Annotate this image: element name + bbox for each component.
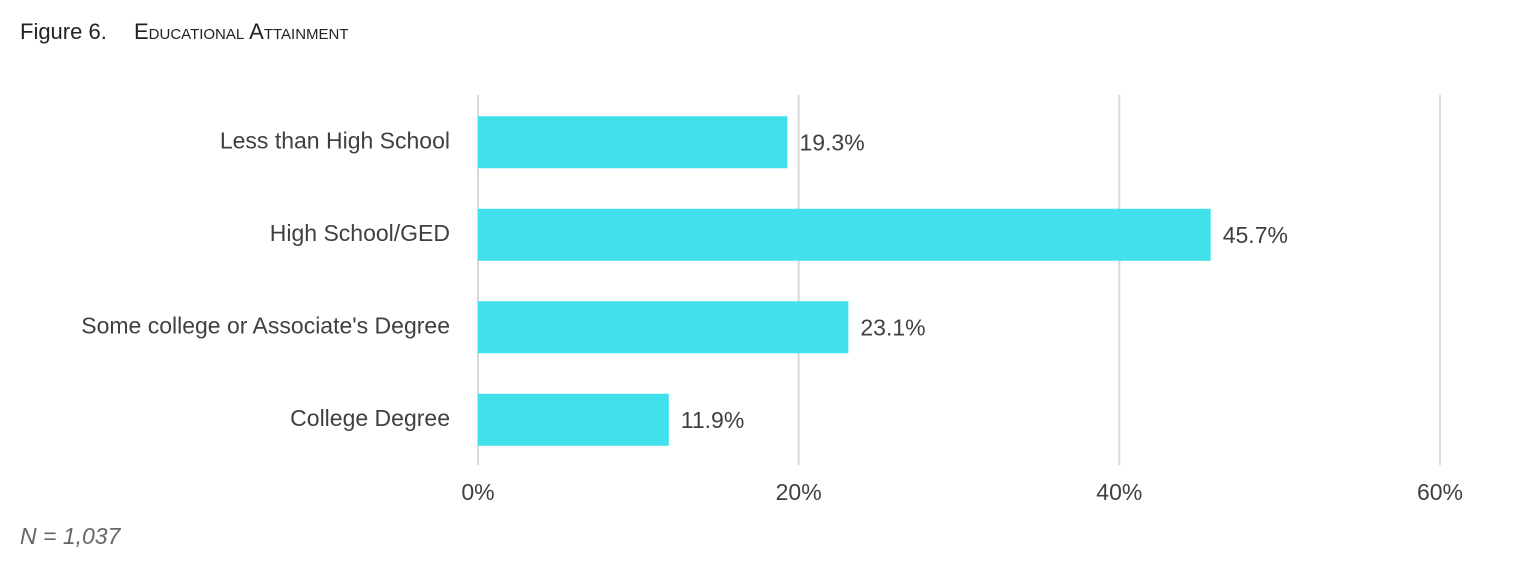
bar [478,393,669,446]
bar [478,116,788,169]
figure-label: Figure 6. [20,19,107,44]
y-tick-label: Less than High School [220,127,450,153]
y-tick-label: Some college or Associate's Degree [81,312,450,338]
sample-note: N = 1,037 [20,523,122,549]
x-tick-label: 60% [1417,479,1463,505]
value-label: 19.3% [799,129,864,155]
bar [478,301,849,354]
value-label: 45.7% [1223,222,1288,248]
x-tick-label: 40% [1096,479,1142,505]
value-label: 23.1% [860,314,925,340]
value-label: 11.9% [681,407,745,433]
y-tick-label: High School/GED [270,220,450,246]
y-tick-label: College Degree [290,405,450,431]
x-tick-label: 20% [776,479,822,505]
x-tick-label: 0% [461,479,494,505]
bar [478,208,1211,261]
chart-title: Educational Attainment [134,19,349,44]
